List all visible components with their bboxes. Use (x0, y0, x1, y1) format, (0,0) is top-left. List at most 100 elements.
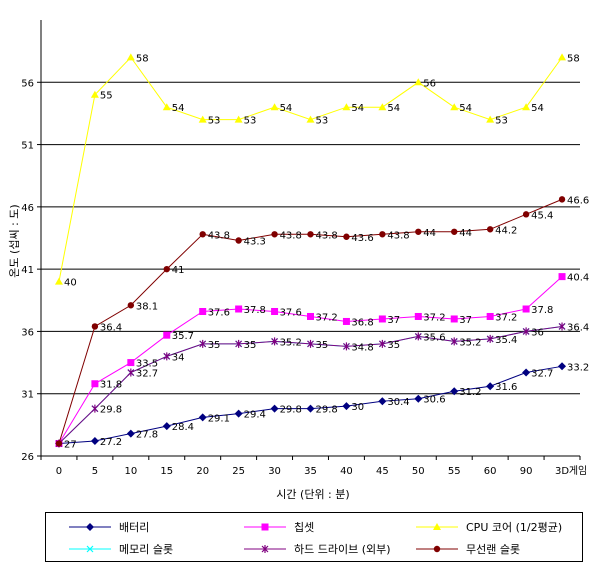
data-point (199, 307, 207, 315)
data-label: 34 (172, 352, 185, 363)
x-tick-label: 5 (92, 466, 98, 477)
data-label: 27 (64, 440, 77, 451)
data-point (270, 404, 279, 413)
data-label: 36 (531, 327, 544, 338)
y-tick-label: 36 (21, 327, 34, 338)
data-label: 37.2 (423, 312, 445, 323)
data-point (235, 305, 243, 313)
data-point (522, 327, 530, 336)
series-5 (55, 196, 566, 447)
x-tick-label: 55 (448, 466, 461, 477)
data-label: 29.8 (316, 405, 338, 416)
data-point (342, 402, 351, 411)
data-label: 43.8 (316, 230, 338, 241)
data-label: 31.6 (495, 382, 517, 393)
data-point (55, 440, 63, 447)
data-point (486, 382, 495, 391)
legend-item-chipset: 칩셋 (244, 519, 314, 535)
legend-label: CPU 코어 (1/2평균) (466, 521, 563, 534)
data-label: 36.4 (567, 322, 589, 333)
x-tick-label: 20 (196, 466, 209, 477)
x-tick-label: 게임 (569, 464, 587, 477)
data-label: 28.4 (172, 422, 194, 433)
x-tick-label: 0 (56, 466, 62, 477)
data-label: 58 (136, 53, 149, 64)
data-label: 44 (459, 228, 472, 239)
data-label: 54 (531, 103, 544, 114)
legend-swatch-memory-slot (69, 545, 111, 553)
data-point (450, 315, 458, 323)
data-label: 45.4 (531, 210, 553, 221)
data-point (127, 302, 135, 309)
data-point (343, 342, 350, 351)
line-chart: 26 31 36 41 46 51 56 0 5 10 15 20 25 30 35 40 45 50 55 60 9… (8, 20, 589, 501)
data-point (235, 339, 243, 348)
data-point (163, 352, 171, 361)
x-tick-label: 30 (268, 466, 281, 477)
data-point (343, 233, 350, 240)
data-point (235, 237, 242, 244)
data-label: 43.3 (244, 236, 266, 247)
data-point (126, 53, 135, 61)
data-point (558, 362, 567, 371)
data-point (199, 231, 206, 238)
data-point (306, 404, 315, 413)
data-label: 37.6 (208, 307, 230, 318)
y-tick-label: 46 (21, 203, 34, 214)
data-label: 37.2 (495, 312, 517, 323)
data-point (450, 387, 459, 396)
data-label: 30.4 (387, 397, 409, 408)
data-point (379, 231, 386, 238)
data-point (378, 339, 386, 348)
data-label: 35 (244, 340, 257, 351)
data-label: 32.7 (531, 369, 553, 380)
legend-item-hard-drive: 하드 드라이브 (외부) (244, 541, 391, 557)
data-point (522, 368, 531, 377)
data-label: 41 (172, 265, 185, 276)
series-4 (55, 322, 566, 448)
data-label: 29.8 (100, 405, 122, 416)
data-label: 27.8 (136, 430, 158, 441)
data-label: 53 (316, 116, 329, 127)
y-tick-label: 31 (21, 390, 34, 401)
legend-swatch-battery (69, 523, 111, 531)
data-point (378, 103, 387, 111)
data-label: 29.8 (280, 405, 302, 416)
data-point (271, 307, 279, 315)
data-point (378, 397, 387, 406)
data-point (558, 196, 566, 203)
data-point (414, 78, 423, 86)
data-label: 53 (495, 116, 508, 127)
data-label: 58 (567, 53, 580, 64)
data-point (486, 334, 494, 343)
data-point (414, 394, 423, 403)
y-tick-labels: 26 31 36 41 46 51 56 (21, 78, 34, 463)
data-label: 37.2 (316, 312, 338, 323)
data-point (486, 226, 494, 233)
data-point (163, 331, 171, 339)
data-point (90, 90, 99, 98)
data-labels: 27 27.2 27.8 28.4 29.1 29.4 29.8 29.8 30 30.4 30.6… (64, 53, 589, 450)
x-tick-label: 60 (484, 466, 497, 477)
data-label: 56 (423, 78, 436, 89)
data-label: 54 (351, 103, 364, 114)
data-label: 43.8 (280, 230, 302, 241)
data-label: 36.8 (351, 317, 373, 328)
data-label: 54 (459, 103, 472, 114)
data-point (90, 437, 99, 446)
gridlines (37, 81, 581, 460)
data-label: 32.7 (136, 369, 158, 380)
data-point (198, 413, 207, 422)
data-point (91, 404, 99, 413)
data-point (163, 265, 170, 273)
data-point (54, 277, 63, 285)
legend-label: 무선랜 슬롯 (466, 543, 521, 556)
series-1 (55, 273, 566, 448)
x-tick-label: 50 (412, 466, 425, 477)
data-point (307, 312, 314, 320)
data-point (234, 115, 243, 123)
data-label: 34.8 (351, 342, 373, 353)
data-point (450, 103, 459, 111)
x-tick-label: 90 (520, 466, 533, 477)
data-label: 35.7 (172, 331, 194, 342)
